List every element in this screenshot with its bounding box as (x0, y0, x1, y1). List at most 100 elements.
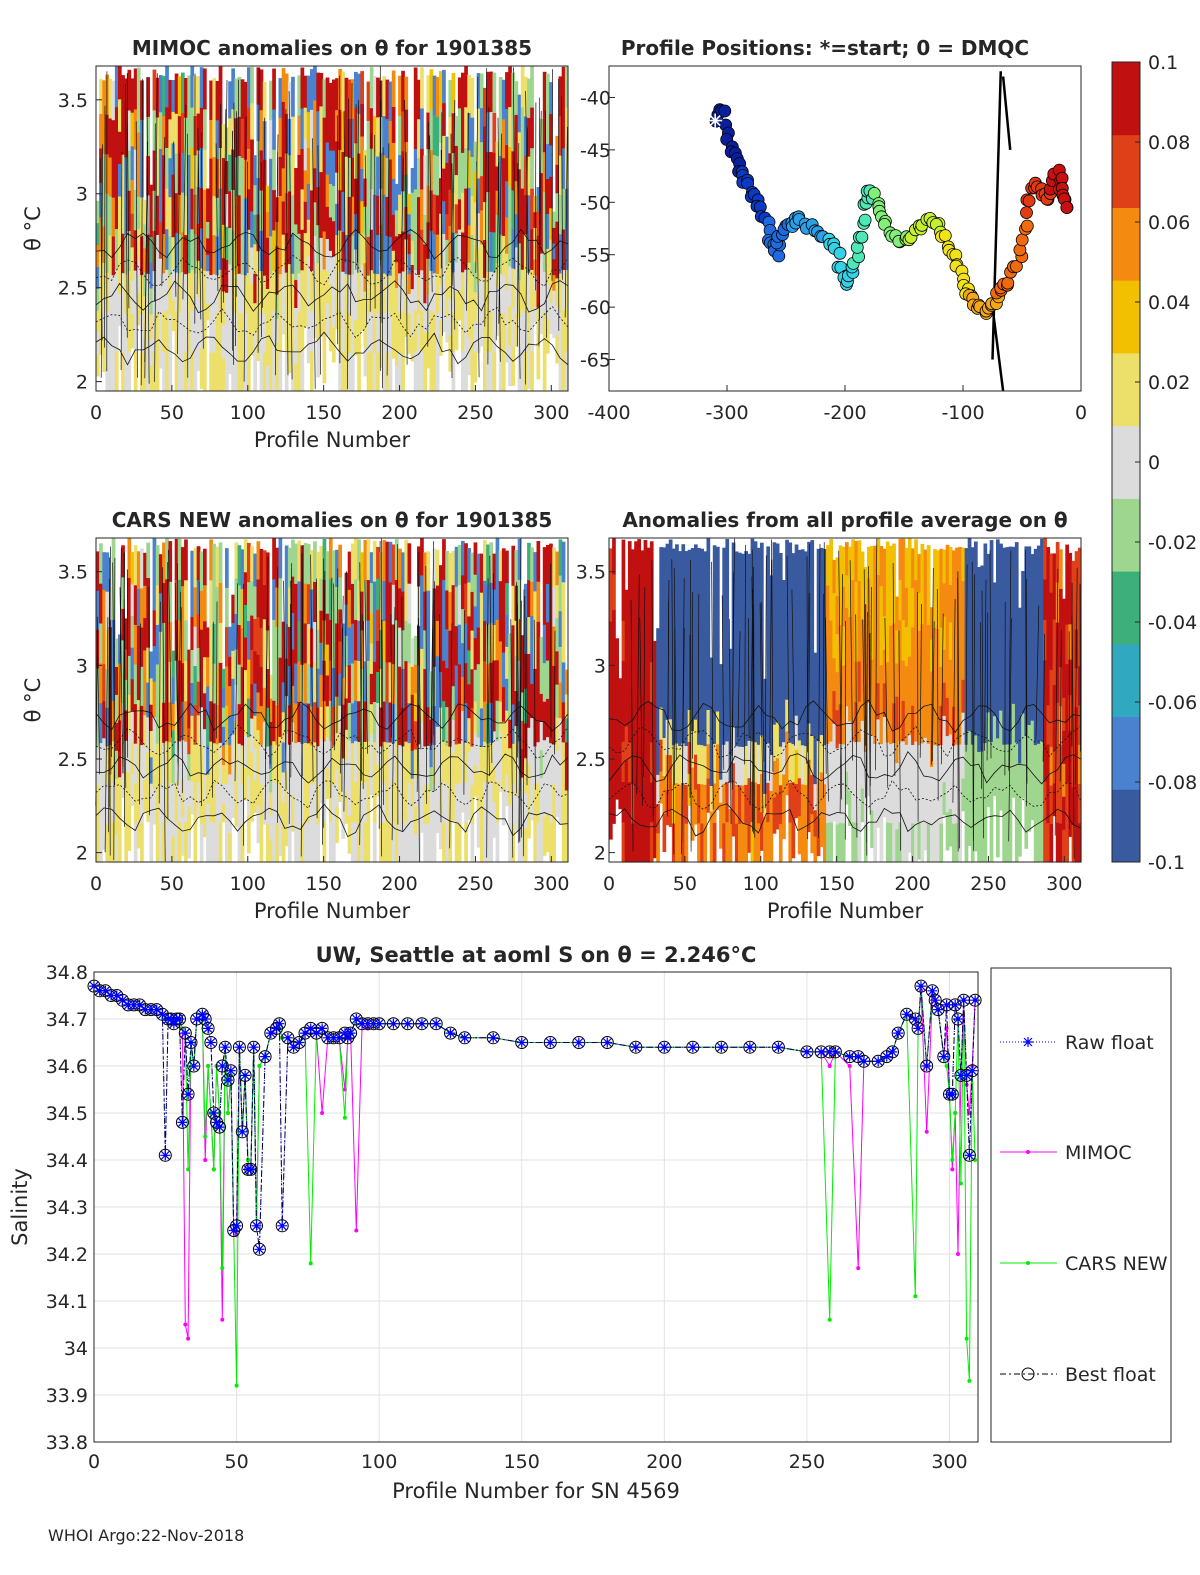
allavg-cell (948, 808, 953, 847)
mimoc-cell (363, 290, 368, 320)
cars-contour-line (343, 571, 347, 812)
allavg-cell (769, 611, 774, 648)
mimoc-cell (464, 147, 468, 189)
cars-cell (212, 583, 217, 624)
salinity-raw-marker (177, 1117, 188, 1128)
mimoc-cell (209, 313, 213, 353)
salinity-best-marker (686, 1040, 700, 1054)
mimoc-cell (225, 160, 229, 194)
cars-cell (140, 666, 144, 706)
mimoc-cell (99, 285, 103, 321)
mimoc-cell (442, 69, 446, 104)
cars-cell (332, 784, 336, 824)
allavg-cell (911, 626, 915, 667)
allavg-cell (948, 733, 953, 772)
allavg-cell (895, 596, 899, 631)
mimoc-cell (284, 113, 289, 154)
cars-cell (555, 750, 560, 784)
mimoc-cell (514, 180, 519, 215)
mimoc-cell (369, 188, 374, 230)
mimoc-cell (457, 198, 462, 230)
cars-cell (143, 746, 147, 780)
allavg-cell (895, 629, 899, 664)
cars-contour-line (216, 601, 218, 739)
allavg-cell (731, 542, 736, 580)
allavg-cell (1036, 782, 1041, 823)
cars-cell (152, 609, 157, 647)
cars-cell (435, 691, 440, 727)
cars-cell (514, 795, 519, 832)
allavg-cell (1005, 783, 1010, 824)
allavg-cell (675, 623, 679, 665)
allavg-cell (948, 621, 953, 660)
mimoc-cell (316, 110, 320, 150)
cars-cell (316, 823, 320, 863)
allavg-cell (999, 710, 1003, 744)
allavg-cell (659, 579, 663, 612)
mimoc-cell (174, 232, 179, 273)
salinity-x-tick-label: 150 (504, 1451, 540, 1473)
mimoc-cell (259, 69, 264, 111)
allavg-title: Anomalies from all profile average on θ (622, 508, 1067, 532)
mimoc-cell (181, 152, 185, 193)
mimoc-cell (143, 367, 147, 392)
mimoc-cell (108, 195, 113, 236)
cars-cell (209, 539, 213, 581)
cars-cell (121, 576, 125, 609)
allavg-cell (1021, 712, 1025, 742)
cars-cell (407, 742, 412, 783)
allavg-cell (942, 682, 947, 716)
mimoc-cell (149, 365, 154, 392)
allavg-x-tick-label: 100 (743, 873, 779, 895)
mimoc-cell (319, 237, 324, 271)
mimoc-cell (281, 134, 286, 169)
salinity-point-marker (967, 1378, 972, 1383)
cars-cell (539, 693, 544, 722)
allavg-cell (1027, 795, 1032, 832)
cars-cell (303, 742, 308, 783)
mimoc-cell (196, 333, 201, 372)
salinity-point-marker (203, 1134, 208, 1139)
cars-cell (316, 590, 320, 630)
mimoc-cell (357, 232, 361, 273)
mimoc-cell (398, 351, 402, 392)
mimoc-contour-line (200, 132, 204, 349)
cars-cell (171, 703, 176, 731)
allavg-cell (646, 587, 651, 627)
allavg-cell (882, 548, 887, 583)
allavg-cell (653, 668, 657, 696)
allavg-cell (1052, 586, 1057, 620)
mimoc-cell (464, 66, 468, 108)
allavg-cell (709, 759, 714, 786)
allavg-cell (712, 545, 717, 586)
mimoc-cell (228, 227, 232, 265)
cars-cell (505, 550, 509, 584)
cars-cell (221, 726, 226, 746)
allavg-cell (665, 543, 670, 580)
allavg-contour-line (1071, 614, 1075, 859)
allavg-cell (961, 547, 966, 582)
cars-cell (237, 624, 242, 665)
mimoc-cell (250, 247, 254, 284)
cars-cell (495, 740, 500, 782)
allavg-cell (857, 540, 862, 582)
allavg-cell (634, 621, 638, 663)
cars-contour-line (492, 573, 494, 743)
cars-cell (319, 578, 324, 611)
allavg-cell (1068, 694, 1073, 731)
allavg-cell (930, 798, 934, 831)
cars-cell (391, 544, 396, 585)
mimoc-cell (225, 292, 229, 326)
mimoc-cell (158, 111, 163, 149)
allavg-cell (791, 553, 796, 592)
allavg-cell (996, 777, 1000, 818)
cars-cell (209, 781, 213, 823)
mimoc-cell (269, 235, 273, 276)
mimoc-cell (366, 236, 371, 276)
mimoc-cell (360, 71, 364, 105)
cars-cell (177, 700, 182, 742)
mimoc-cell (420, 229, 424, 271)
allavg-cell (996, 698, 1000, 739)
allavg-cell (788, 542, 793, 583)
allavg-cell (716, 579, 720, 613)
